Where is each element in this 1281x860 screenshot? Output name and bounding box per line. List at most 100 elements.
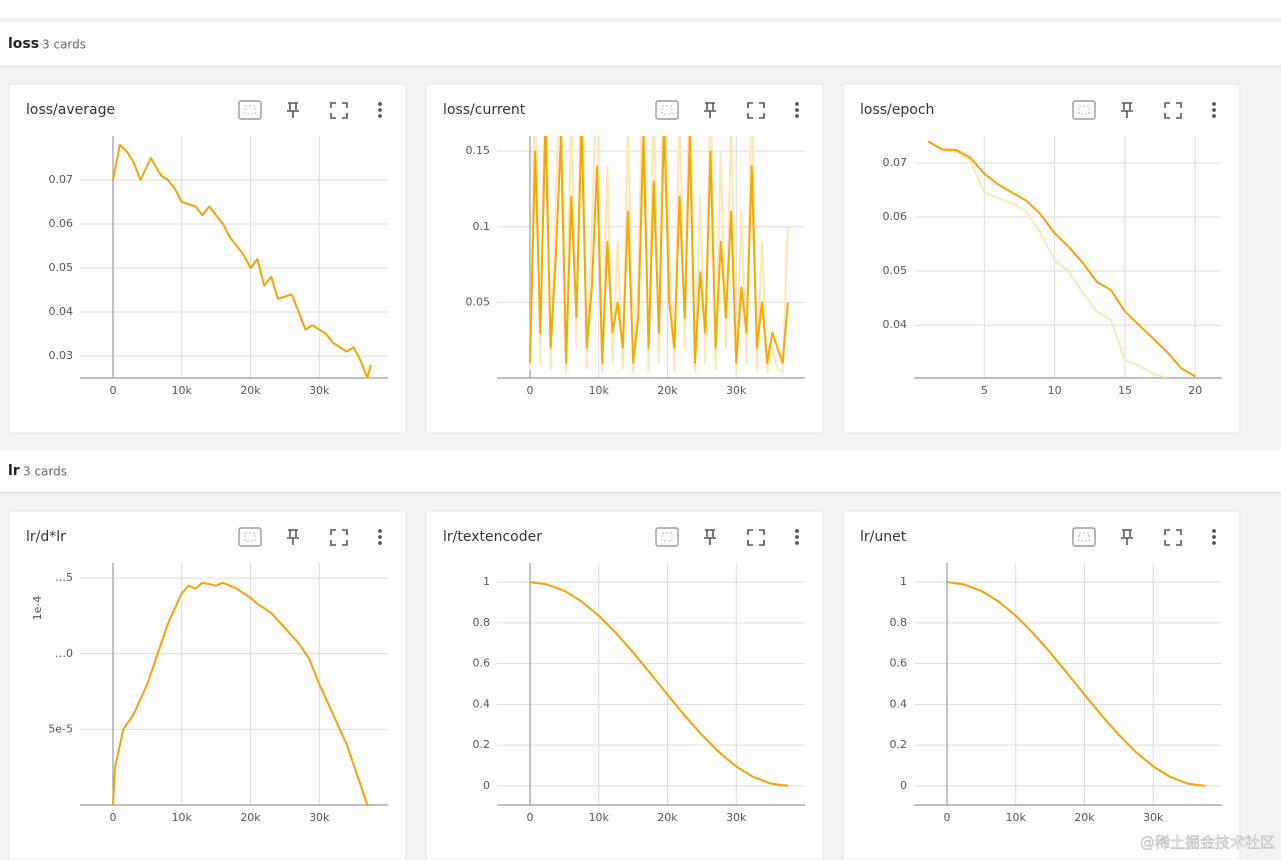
y-tick-label: 1 <box>900 575 907 588</box>
y-tick-label: 0.2 <box>473 738 491 751</box>
card-title: lr/textencoder <box>443 529 542 545</box>
menu-button[interactable] <box>1212 102 1216 106</box>
menu-button[interactable] <box>795 108 799 112</box>
menu-button[interactable] <box>378 114 382 118</box>
x-tick-label: 20k <box>657 384 678 397</box>
card-background <box>8 510 407 860</box>
series-line <box>529 581 788 787</box>
y-tick-label: 0.03 <box>49 349 74 362</box>
menu-button[interactable] <box>795 541 799 545</box>
fit-button-inner <box>661 105 673 115</box>
fit-button[interactable] <box>1072 527 1096 547</box>
x-tick-label: 20k <box>240 811 261 824</box>
x-tick-label: 15 <box>1118 384 1132 397</box>
fullscreen-button[interactable] <box>1164 529 1182 546</box>
y-tick-label: 5e-5 <box>48 722 73 735</box>
x-tick-label: 30k <box>1143 811 1164 824</box>
y-axis-label: 1e-4 <box>31 596 44 621</box>
menu-button[interactable] <box>378 541 382 545</box>
pin-button[interactable] <box>704 529 716 545</box>
fit-button[interactable] <box>238 100 262 120</box>
section-header[interactable] <box>0 450 1281 492</box>
menu-button[interactable] <box>378 535 382 539</box>
y-tick-label: 0.07 <box>883 156 908 169</box>
x-tick-label: 0 <box>944 811 951 824</box>
menu-button[interactable] <box>378 102 382 106</box>
y-tick-label: 0.04 <box>49 305 74 318</box>
card-background <box>8 83 407 434</box>
y-tick-label: …5 <box>55 571 73 584</box>
y-tick-label: 0.2 <box>890 738 908 751</box>
menu-button[interactable] <box>1212 541 1216 545</box>
menu-button[interactable] <box>378 529 382 533</box>
fullscreen-button[interactable] <box>330 102 348 119</box>
series-line <box>112 581 369 805</box>
x-tick-label: 0 <box>527 384 534 397</box>
pin-button[interactable] <box>704 102 716 118</box>
fit-button[interactable] <box>655 527 679 547</box>
card-background <box>842 83 1241 434</box>
fit-button-inner <box>661 532 673 542</box>
fit-button[interactable] <box>1072 100 1096 120</box>
x-tick-label: 10 <box>1048 384 1062 397</box>
y-tick-label: 0.05 <box>49 261 74 274</box>
fullscreen-button[interactable] <box>330 529 348 546</box>
x-tick-label: 30k <box>309 811 330 824</box>
watermark: @稀土掘金技术社区 <box>1140 834 1275 852</box>
menu-button[interactable] <box>1212 108 1216 112</box>
x-tick-label: 30k <box>726 811 747 824</box>
series-line <box>946 581 1205 787</box>
pin-button[interactable] <box>1121 102 1133 118</box>
x-tick-label: 20k <box>657 811 678 824</box>
series-line <box>529 136 789 364</box>
card-title: loss/average <box>26 102 115 118</box>
y-tick-label: 0.8 <box>473 616 491 629</box>
x-tick-label: 10k <box>172 811 193 824</box>
y-tick-label: 0 <box>900 779 907 792</box>
menu-button[interactable] <box>1212 535 1216 539</box>
x-tick-label: 10k <box>589 811 610 824</box>
x-tick-label: 10k <box>1006 811 1027 824</box>
y-tick-label: 0.04 <box>883 318 908 331</box>
y-tick-label: 0.4 <box>890 697 908 710</box>
section-count: 3 cards <box>23 465 67 479</box>
card-title: lr/unet <box>860 529 907 545</box>
menu-button[interactable] <box>795 535 799 539</box>
fullscreen-button[interactable] <box>747 102 765 119</box>
fit-button[interactable] <box>655 100 679 120</box>
section-header[interactable] <box>0 22 1281 66</box>
card-title: lr/d*lr <box>26 529 66 545</box>
x-tick-label: 20k <box>1074 811 1095 824</box>
fit-button-inner <box>1078 105 1090 115</box>
top-bar <box>0 0 1281 18</box>
x-tick-label: 20k <box>240 384 261 397</box>
fullscreen-button[interactable] <box>747 529 765 546</box>
x-tick-label: 0 <box>110 384 117 397</box>
y-tick-label: 0.4 <box>473 697 491 710</box>
menu-button[interactable] <box>1212 114 1216 118</box>
x-tick-label: 30k <box>726 384 747 397</box>
menu-button[interactable] <box>795 102 799 106</box>
pin-button[interactable] <box>287 102 299 118</box>
pin-button[interactable] <box>287 529 299 545</box>
y-tick-label: 0.06 <box>883 210 908 223</box>
pin-button[interactable] <box>1121 529 1133 545</box>
x-tick-label: 20 <box>1188 384 1202 397</box>
y-tick-label: 0.05 <box>883 264 908 277</box>
menu-button[interactable] <box>795 114 799 118</box>
menu-button[interactable] <box>1212 529 1216 533</box>
fit-button-inner <box>1078 532 1090 542</box>
fit-button[interactable] <box>238 527 262 547</box>
card-title: loss/current <box>443 102 526 118</box>
y-tick-label: 0.8 <box>890 616 908 629</box>
fullscreen-button[interactable] <box>1164 102 1182 119</box>
x-tick-label: 10k <box>172 384 193 397</box>
menu-button[interactable] <box>795 529 799 533</box>
y-tick-label: 0.06 <box>49 217 74 230</box>
fit-button-inner <box>244 532 256 542</box>
x-tick-label: 5 <box>981 384 988 397</box>
y-tick-label: …0 <box>55 647 73 660</box>
menu-button[interactable] <box>378 108 382 112</box>
